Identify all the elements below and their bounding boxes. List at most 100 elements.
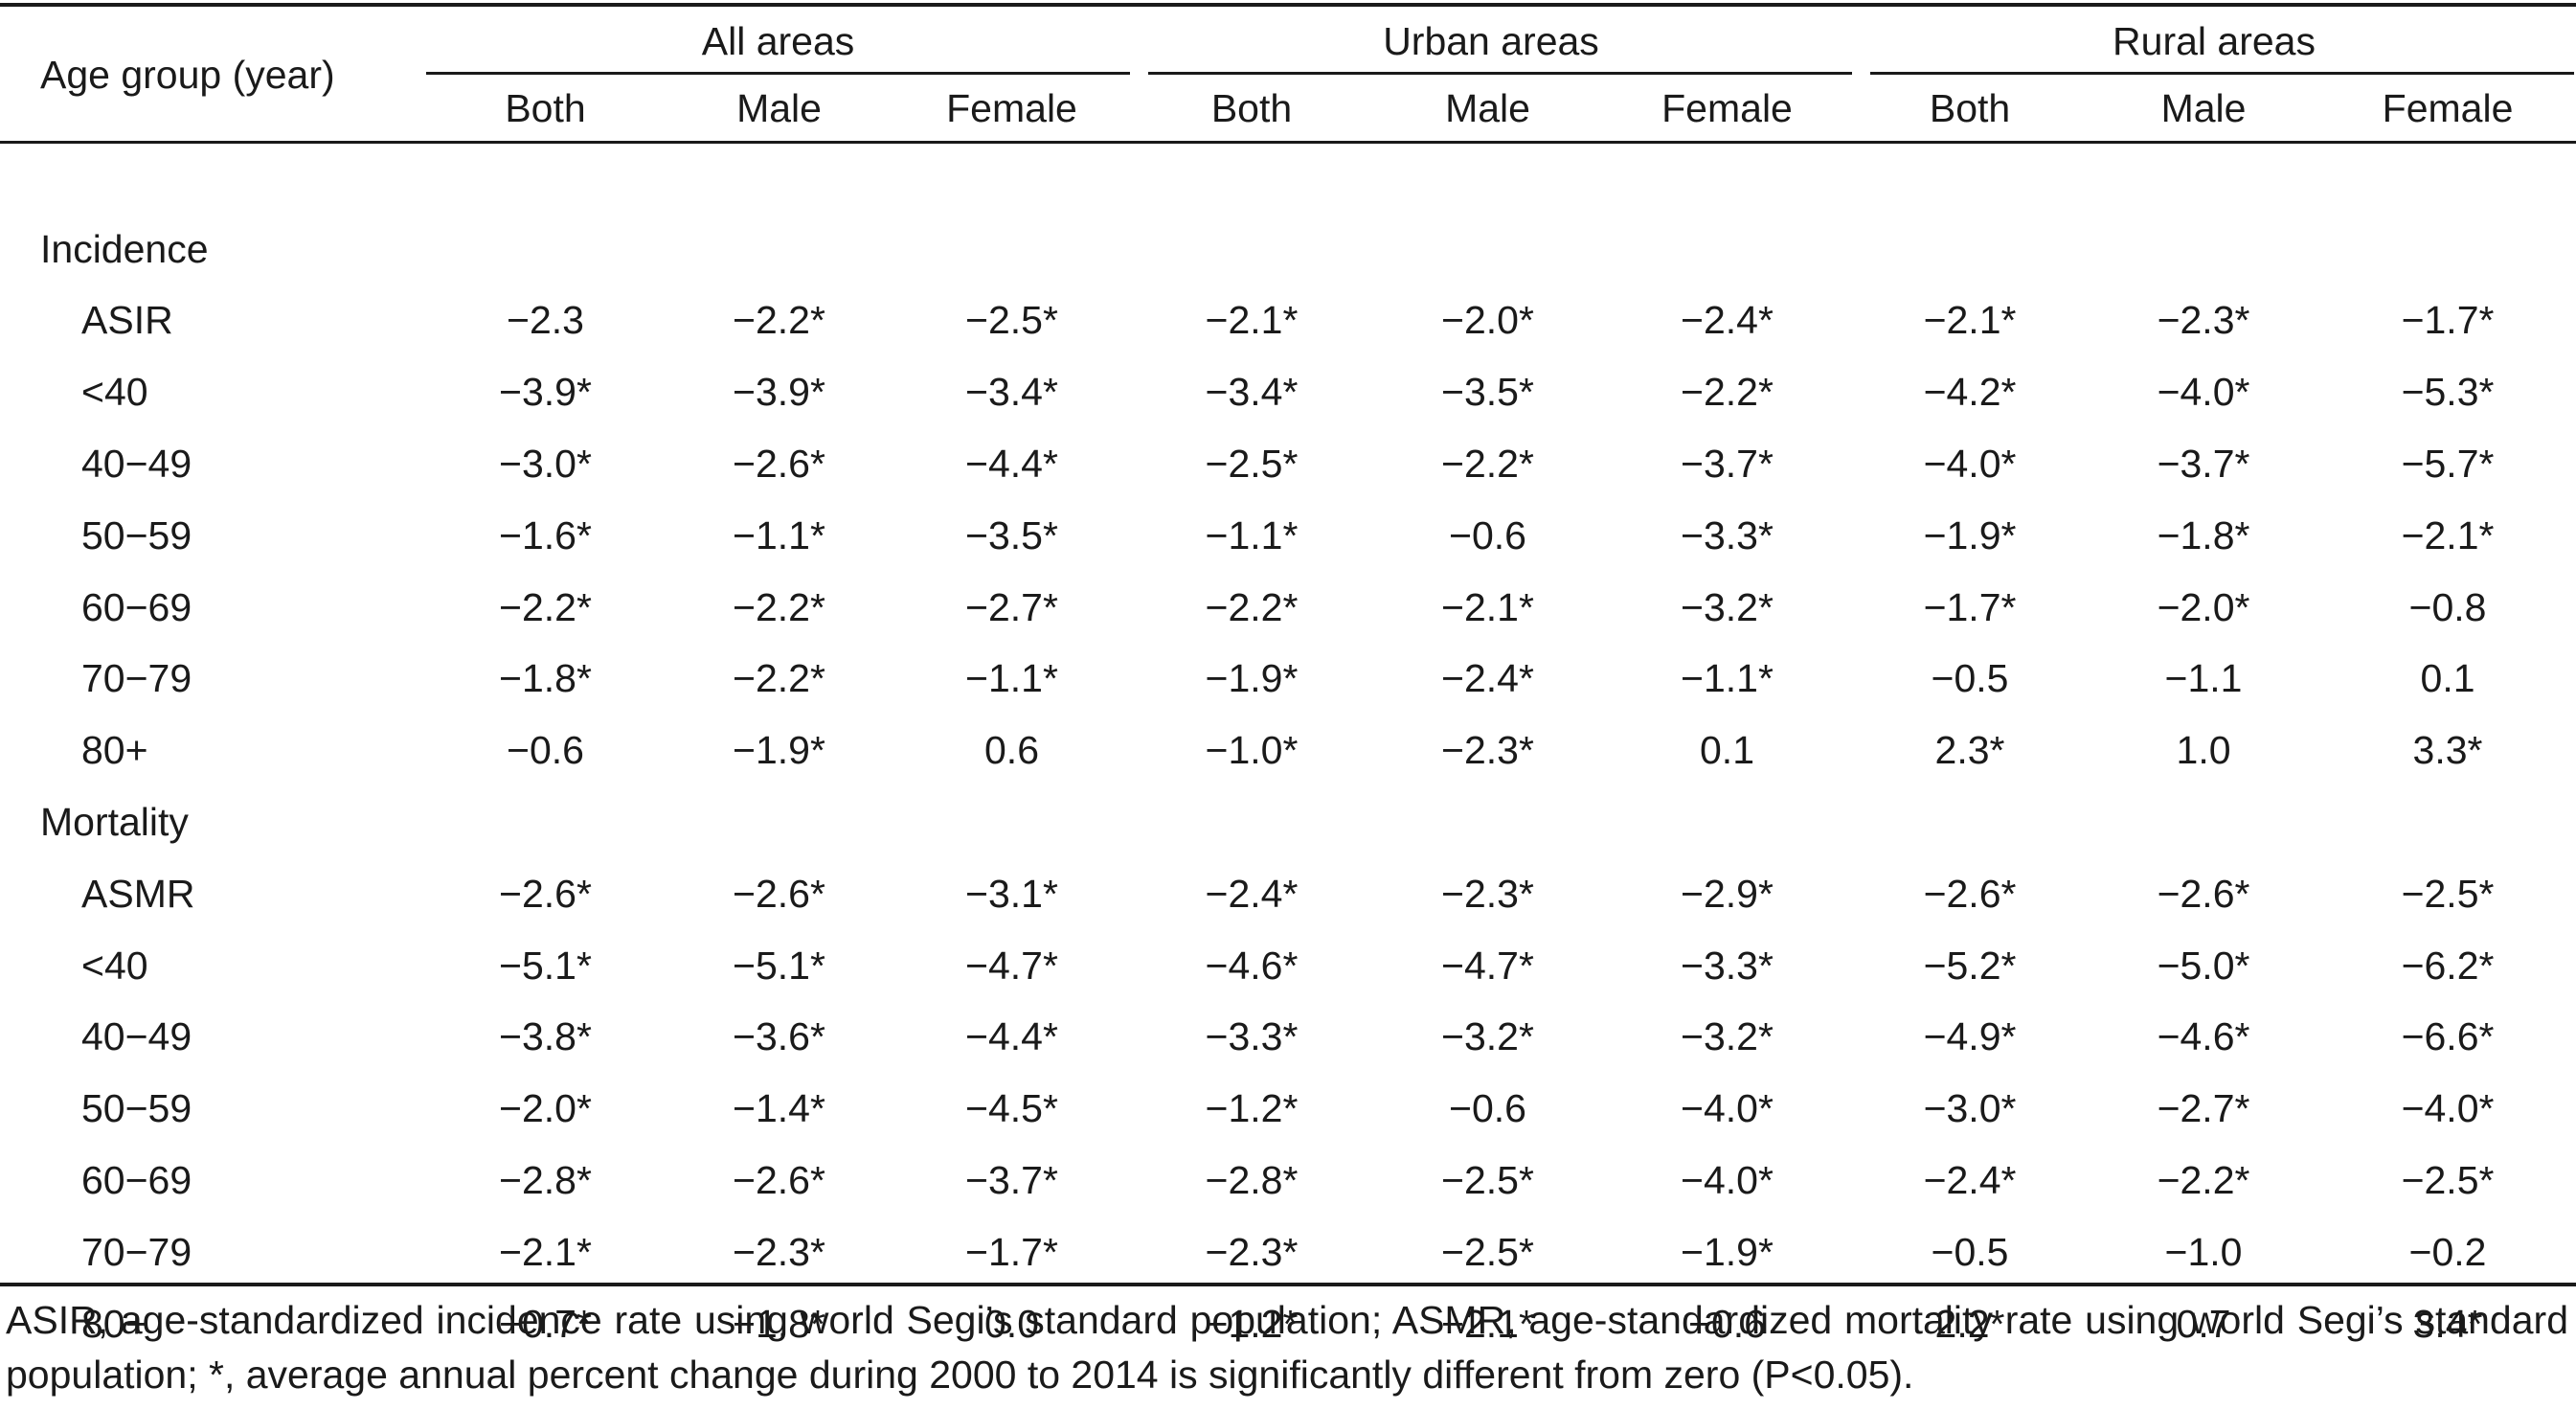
- table-row: 80+ −0.7* −1.8* 0.0 −1.2* −2.1* −0.6 2.2* 0.7 3.4…: [0, 1288, 2576, 1360]
- table-cell: −3.2*: [1441, 1014, 1534, 1059]
- table-cell: −1.7*: [2401, 298, 2495, 343]
- table-cell: −3.7*: [1681, 442, 1774, 487]
- table-cell: −3.9*: [733, 370, 825, 415]
- table-cell: −1.1: [2164, 656, 2243, 701]
- table-cell: 3.3*: [2412, 728, 2483, 773]
- table-cell: −5.2*: [1923, 943, 2017, 988]
- table-cell: −2.1*: [1923, 298, 2017, 343]
- subheader-all-both: Both: [505, 85, 586, 130]
- table-cell: −3.3*: [1681, 943, 1774, 988]
- row-label: 70−79: [81, 1229, 192, 1274]
- table-cell: −2.2*: [1681, 370, 1774, 415]
- table-row: 60−69 −2.2* −2.2* −2.7* −2.2* −2.1* −3.2* −1.7*…: [0, 572, 2576, 644]
- table-cell: −2.3*: [733, 1229, 825, 1274]
- table-cell: −2.9*: [1681, 871, 1774, 916]
- table-cell: 0.1: [1700, 728, 1754, 773]
- table-cell: −4.7*: [965, 943, 1058, 988]
- row-label: 60−69: [81, 584, 192, 629]
- table-cell: −3.6*: [733, 1014, 825, 1059]
- table-cell: −5.3*: [2401, 370, 2495, 415]
- table-cell: −4.0*: [1681, 1158, 1774, 1203]
- table-cell: −2.6*: [733, 442, 825, 487]
- table-cell: −3.0*: [499, 442, 592, 487]
- table-cell: −0.6: [1449, 1086, 1526, 1131]
- row-label: 70−79: [81, 656, 192, 701]
- group-header-all-areas: All areas: [701, 18, 855, 63]
- table-row: ASMR −2.6* −2.6* −3.1* −2.4* −2.3* −2.9* −2.6* −…: [0, 858, 2576, 930]
- section-row: Mortality: [0, 786, 2576, 858]
- table-cell: −1.9*: [1923, 512, 2017, 557]
- all-areas-underline: [426, 72, 1130, 75]
- table-cell: −2.8*: [499, 1158, 592, 1203]
- row-label: ASIR: [81, 298, 173, 343]
- row-label: 50−59: [81, 512, 192, 557]
- table-cell: −4.5*: [965, 1086, 1058, 1131]
- table-cell: −2.1*: [1441, 1301, 1534, 1346]
- table-cell: −1.6*: [499, 512, 592, 557]
- table-cell: −1.8*: [733, 1301, 825, 1346]
- table-cell: 2.2*: [1934, 1301, 2005, 1346]
- table-cell: −0.6: [507, 728, 584, 773]
- urban-areas-underline: [1148, 72, 1852, 75]
- row-label: 40−49: [81, 1014, 192, 1059]
- row-label: 80+: [81, 1301, 148, 1346]
- table-cell: −3.7*: [2157, 442, 2250, 487]
- table-cell: −2.0*: [1441, 298, 1534, 343]
- table-cell: −2.1*: [2401, 512, 2495, 557]
- table-cell: −2.6*: [733, 1158, 825, 1203]
- sex-header-row: Both Male Female Both Male Female Both M…: [0, 75, 2576, 142]
- table-cell: −1.8*: [499, 656, 592, 701]
- table-row: 50−59 −1.6* −1.1* −3.5* −1.1* −0.6 −3.3* −1.9* −…: [0, 500, 2576, 572]
- section-label: Incidence: [40, 226, 209, 271]
- subheader-urban-both: Both: [1210, 85, 1293, 130]
- group-header-row: Age group (year) All areas Urban areas R…: [0, 8, 2576, 97]
- table-cell: −3.7*: [965, 1158, 1058, 1203]
- table-cell: −2.3*: [1441, 871, 1534, 916]
- table-cell: −2.2*: [733, 656, 825, 701]
- table-cell: −4.7*: [1441, 943, 1534, 988]
- table-cell: 3.4*: [2412, 1301, 2483, 1346]
- table-cell: −2.5*: [965, 298, 1058, 343]
- table-cell: −1.2*: [1205, 1301, 1299, 1346]
- table-cell: −0.2: [2408, 1229, 2487, 1274]
- row-label: 50−59: [81, 1086, 192, 1131]
- table-cell: −2.4*: [1923, 1158, 2017, 1203]
- table-cell: −3.3*: [1681, 512, 1774, 557]
- table-cell: −2.4*: [1441, 656, 1534, 701]
- row-label: 60−69: [81, 1158, 192, 1203]
- table-cell: −3.0*: [1923, 1086, 2017, 1131]
- table-cell: −2.3: [507, 298, 584, 343]
- table-row: <40 −5.1* −5.1* −4.7* −4.6* −4.7* −3.3* −5.2* −5…: [0, 930, 2576, 1002]
- table-header-rule: [0, 141, 2576, 144]
- table-row: 70−79 −1.8* −2.2* −1.1* −1.9* −2.4* −1.1* −0.5 −…: [0, 644, 2576, 716]
- table-cell: 1.0: [2176, 728, 2231, 773]
- table-cell: −0.6: [1449, 512, 1526, 557]
- table-row: 80+ −0.6 −1.9* 0.6 −1.0* −2.3* 0.1 2.3* 1.0 3.3*: [0, 715, 2576, 786]
- table-cell: −4.9*: [1923, 1014, 2017, 1059]
- table-cell: −2.6*: [499, 871, 592, 916]
- table-cell: −2.8*: [1205, 1158, 1299, 1203]
- table-cell: −3.4*: [1205, 370, 1299, 415]
- table-cell: −2.4*: [1205, 871, 1299, 916]
- table-row: <40 −3.9* −3.9* −3.4* −3.4* −3.5* −2.2* −4.2* −4…: [0, 356, 2576, 428]
- table-cell: −1.7*: [965, 1229, 1058, 1274]
- table-cell: −3.8*: [499, 1014, 592, 1059]
- table-cell: −3.4*: [965, 370, 1058, 415]
- table-row: 60−69 −2.8* −2.6* −3.7* −2.8* −2.5* −4.0* −2.4*…: [0, 1145, 2576, 1217]
- table-row: 40−49 −3.8* −3.6* −4.4* −3.3* −3.2* −3.2* −4.9*…: [0, 1002, 2576, 1074]
- rural-areas-underline: [1870, 72, 2574, 75]
- table-cell: −0.6: [1688, 1301, 1766, 1346]
- table-cell: −2.2*: [499, 584, 592, 629]
- table-cell: −0.7*: [499, 1301, 592, 1346]
- group-header-rural-areas: Rural areas: [2113, 18, 2316, 63]
- age-group-header: Age group (year): [40, 52, 335, 97]
- row-label: <40: [81, 943, 148, 988]
- table-cell: −2.0*: [499, 1086, 592, 1131]
- table-cell: −3.2*: [1681, 1014, 1774, 1059]
- table-cell: −3.3*: [1205, 1014, 1299, 1059]
- table-row: 50−59 −2.0* −1.4* −4.5* −1.2* −0.6 −4.0* −3.0* −…: [0, 1073, 2576, 1145]
- table-cell: −0.5: [1931, 656, 2009, 701]
- aapc-table: Age group (year) All areas Urban areas R…: [0, 8, 2576, 1360]
- table-body: Incidence ASIR −2.3 −2.2* −2.5* −2.1* −2.0* −2.…: [0, 142, 2576, 1360]
- table-cell: −2.6*: [1923, 871, 2017, 916]
